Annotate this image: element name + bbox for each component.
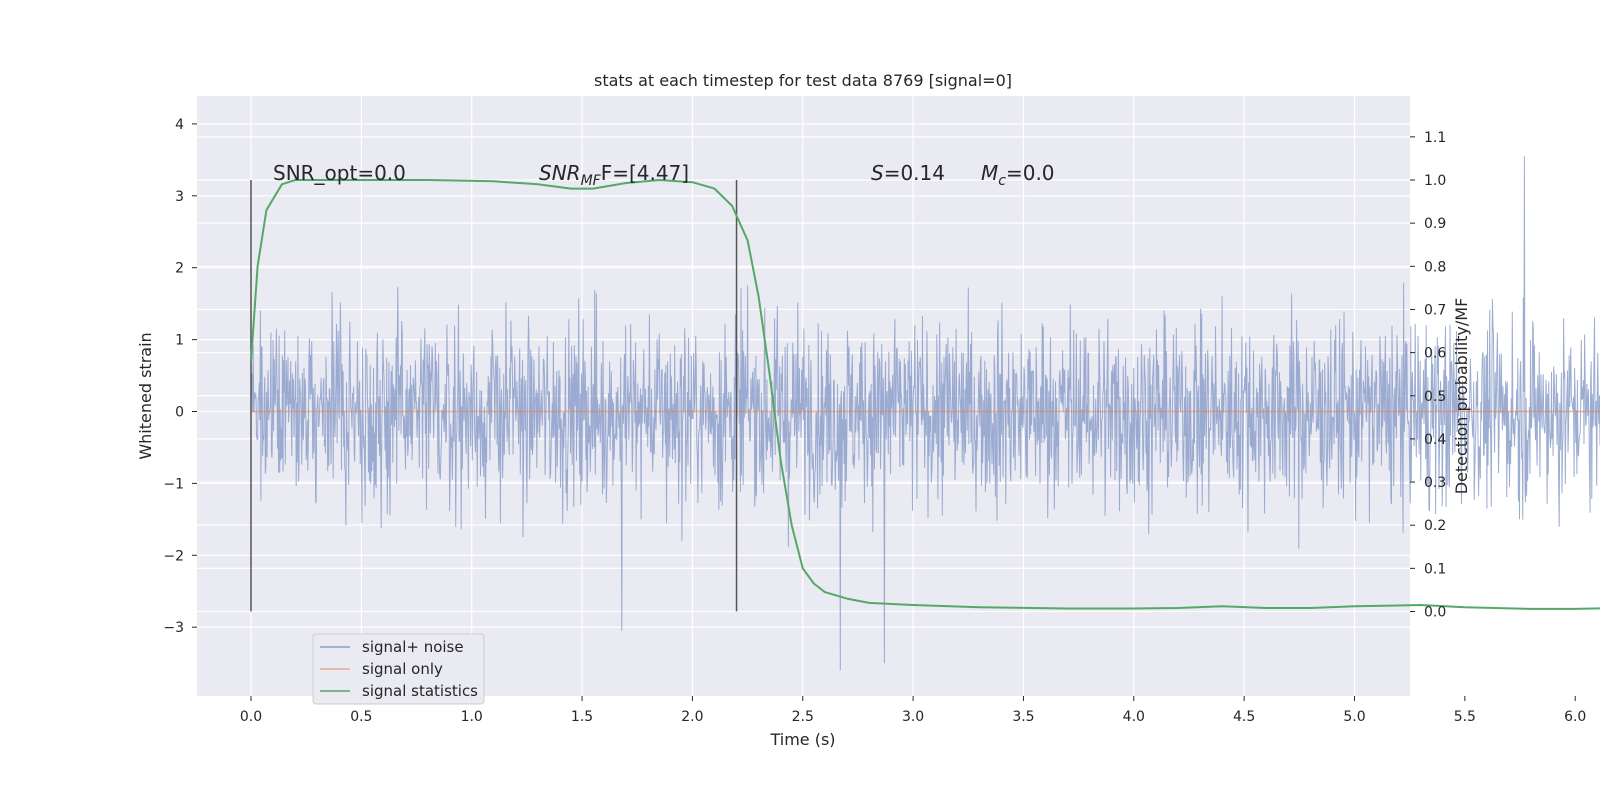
x-tick-label: 4.5 — [1233, 709, 1255, 725]
legend-box — [312, 633, 485, 705]
x-tick-label: 0.0 — [240, 709, 262, 725]
annotation-snr-mf: SNRMFF=[4.47] — [539, 161, 689, 189]
x-tick-label: 3.5 — [1012, 709, 1034, 725]
marker-lines — [250, 179, 738, 612]
x-tick-label: 2.5 — [792, 709, 814, 725]
y-tick-label: −1 — [163, 476, 184, 492]
y2-axis-label: Detection probability/MF — [1452, 298, 1471, 495]
legend: signal+ noise signal only signal statist… — [312, 633, 485, 705]
x-tick-label: 4.0 — [1123, 709, 1145, 725]
signal-noise-series — [250, 156, 1600, 671]
y2-tick-label: 0.8 — [1424, 259, 1446, 275]
signal-noise-line — [250, 156, 1600, 671]
x-tick-label: 3.0 — [902, 709, 924, 725]
signal-statistics-series — [250, 179, 1600, 610]
y2-tick-label: 0.7 — [1424, 302, 1446, 318]
y2-tick-label: 0.6 — [1424, 346, 1446, 362]
y-tick-label: 4 — [175, 117, 184, 133]
y-tick-label: 0 — [175, 405, 184, 421]
y2-tick-label: 0.3 — [1424, 475, 1446, 491]
annotation-snr-opt: SNR_opt=0.0 — [273, 161, 406, 185]
y-axis-label: Whitened strain — [136, 332, 155, 459]
annotation-mc: Mc=0.0 — [981, 161, 1055, 189]
y-tick-label: −2 — [163, 548, 184, 564]
y2-tick-label: 1.1 — [1424, 130, 1446, 146]
y2-tick-label: 0.5 — [1424, 389, 1446, 405]
legend-label-noise: signal+ noise — [362, 638, 464, 656]
y2-tick-label: 0.4 — [1424, 432, 1446, 448]
y-tick-label: 2 — [175, 261, 184, 277]
y2-tick-label: 0.9 — [1424, 216, 1446, 232]
y2-tick-label: 0.0 — [1424, 605, 1446, 621]
x-axis-label: Time (s) — [769, 730, 835, 749]
legend-label-signal: signal only — [362, 660, 443, 678]
y-tick-label: 3 — [175, 189, 184, 205]
y2-tick-label: 0.2 — [1424, 518, 1446, 534]
y-axis-left: 4 3 2 1 0 −1 −2 −3 — [163, 117, 197, 636]
y-tick-label: 1 — [175, 333, 184, 349]
y2-tick-label: 1.0 — [1424, 173, 1446, 189]
x-tick-label: 0.5 — [350, 709, 372, 725]
chart-title: stats at each timestep for test data 876… — [594, 71, 1012, 90]
x-tick-label: 2.0 — [681, 709, 703, 725]
x-tick-label: 5.0 — [1343, 709, 1365, 725]
legend-label-stats: signal statistics — [362, 682, 478, 700]
x-axis: 0.00.51.01.52.02.53.03.54.04.55.05.56.06… — [240, 696, 1586, 725]
annotation-s-stat: S=0.14 — [871, 161, 945, 185]
x-tick-label: 5.5 — [1454, 709, 1476, 725]
x-tick-label: 1.0 — [461, 709, 483, 725]
x-tick-label: 6.0 — [1564, 709, 1586, 725]
signal-statistics-line — [250, 179, 1600, 610]
x-tick-label: 1.5 — [571, 709, 593, 725]
y2-tick-label: 0.1 — [1424, 561, 1446, 577]
y-axis-right: 1.1 1.0 0.9 0.8 0.7 0.6 0.5 0.4 0.3 0.2 0.1 0.0 — [1410, 130, 1446, 621]
y-tick-label: −3 — [163, 620, 184, 636]
